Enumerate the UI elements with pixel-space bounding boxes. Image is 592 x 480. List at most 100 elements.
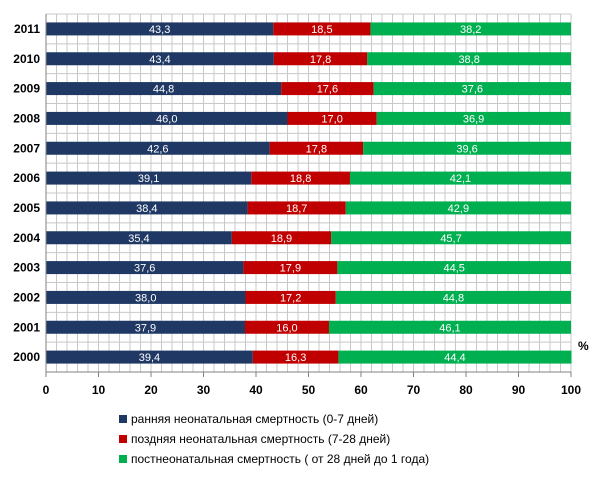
data-label: 38,4 [136, 203, 157, 215]
bar-segment [281, 82, 374, 96]
legend-item-late-neonatal: поздняя неонатальная смертность (7-28 дн… [119, 429, 429, 449]
bar-segment [252, 350, 339, 364]
y-tick-label: 2000 [13, 350, 40, 364]
data-label: 17,0 [321, 113, 342, 125]
data-label: 39,4 [139, 352, 160, 364]
data-label: 38,8 [458, 54, 479, 66]
legend-label: постнеонатальная смертность ( от 28 дней… [131, 452, 430, 466]
y-tick-label: 2003 [13, 261, 40, 275]
bar-segment [338, 350, 572, 364]
y-tick-label: 2010 [13, 52, 40, 66]
x-tick-label: 0 [43, 383, 50, 397]
data-label: 42,9 [448, 203, 469, 215]
legend-swatch [119, 455, 127, 463]
x-tick-label: 80 [459, 383, 473, 397]
data-label: 18,7 [286, 203, 307, 215]
data-label: 37,6 [462, 84, 483, 96]
bar-segment [46, 141, 270, 155]
bar-segment [345, 201, 571, 215]
bar-segment [46, 82, 282, 96]
bar-segment [367, 52, 571, 66]
data-label: 17,8 [306, 143, 327, 155]
data-label: 18,5 [311, 24, 332, 36]
bar-segment [331, 231, 571, 245]
y-axis-labels: 2000 2001 2002 2003 2004 2005 2006 2007 2008 2009… [13, 22, 40, 364]
data-label: 42,6 [147, 143, 168, 155]
unit-label: % [578, 339, 589, 353]
data-label: 44,4 [444, 352, 465, 364]
gridlines [45, 13, 572, 373]
data-label: 42,1 [450, 173, 471, 185]
data-label: 36,9 [463, 113, 484, 125]
y-tick-label: 2008 [13, 111, 40, 125]
bar-segment [251, 171, 350, 185]
x-axis: 0 10 20 30 40 50 60 70 80 90 100 [43, 14, 581, 397]
x-tick-label: 60 [354, 383, 368, 397]
bar-segment [46, 290, 246, 304]
bar-segment [244, 320, 329, 334]
data-label: 44,8 [443, 292, 464, 304]
bar-segment [337, 261, 571, 275]
bar-segment [335, 290, 571, 304]
bar-segment [46, 261, 244, 275]
data-label: 37,6 [134, 263, 155, 275]
y-tick-label: 2006 [13, 171, 40, 185]
bar-segment [363, 141, 571, 155]
data-label: 38,0 [135, 292, 156, 304]
legend-item-postneonatal: постнеонатальная смертность ( от 28 дней… [119, 449, 429, 469]
legend-swatch [119, 435, 127, 443]
y-tick-label: 2002 [13, 290, 40, 304]
y-tick-label: 2004 [13, 231, 40, 245]
bar-segment [243, 261, 338, 275]
x-tick-label: 70 [407, 383, 421, 397]
legend-swatch [119, 415, 127, 423]
bar-segment [247, 201, 346, 215]
bar-segment [46, 231, 232, 245]
bar-segment [373, 82, 571, 96]
y-tick-label: 2001 [13, 320, 40, 334]
data-label: 44,5 [443, 263, 464, 275]
bar-segment [376, 111, 571, 125]
y-tick-label: 2011 [14, 22, 40, 36]
y-tick-label: 2009 [13, 82, 40, 96]
data-label: 18,8 [290, 173, 311, 185]
y-tick-label: 2005 [13, 201, 40, 215]
bar-segment [46, 171, 252, 185]
bar-segment [273, 52, 368, 66]
data-label: 17,8 [310, 54, 331, 66]
bar-segment [273, 22, 371, 36]
bar-segment [46, 52, 274, 66]
data-label: 17,6 [317, 84, 338, 96]
x-tick-label: 50 [302, 383, 316, 397]
bar-segment [269, 141, 364, 155]
bar-segment [46, 320, 245, 334]
bar-segment [46, 22, 274, 36]
data-label: 44,8 [153, 84, 174, 96]
legend-label: ранняя неонатальная смертность (0-7 дней… [131, 412, 379, 426]
x-tick-label: 90 [512, 383, 526, 397]
data-label: 35,4 [128, 233, 149, 245]
x-tick-label: 40 [249, 383, 263, 397]
bars: 39,4 16,3 44,4 37,9 16,0 46,1 38,0 17,2 44,8 37,6… [46, 22, 572, 364]
x-tick-label: 10 [92, 383, 106, 397]
bar-segment [245, 290, 336, 304]
data-label: 16,0 [276, 322, 297, 334]
data-label: 46,0 [156, 113, 177, 125]
bar-segment [46, 111, 288, 125]
bar-segment [370, 22, 571, 36]
data-label: 39,1 [138, 173, 159, 185]
data-label: 37,9 [135, 322, 156, 334]
data-label: 17,9 [280, 263, 301, 275]
data-label: 43,4 [149, 54, 170, 66]
data-label: 18,9 [271, 233, 292, 245]
data-label: 17,2 [280, 292, 301, 304]
bar-segment [349, 171, 571, 185]
data-label: 38,2 [460, 24, 481, 36]
y-tick-label: 2007 [13, 141, 40, 155]
data-label: 46,1 [439, 322, 460, 334]
bar-segment [231, 231, 332, 245]
legend-label: поздняя неонатальная смертность (7-28 дн… [131, 432, 391, 446]
bar-segment [287, 111, 377, 125]
data-label: 45,7 [440, 233, 461, 245]
